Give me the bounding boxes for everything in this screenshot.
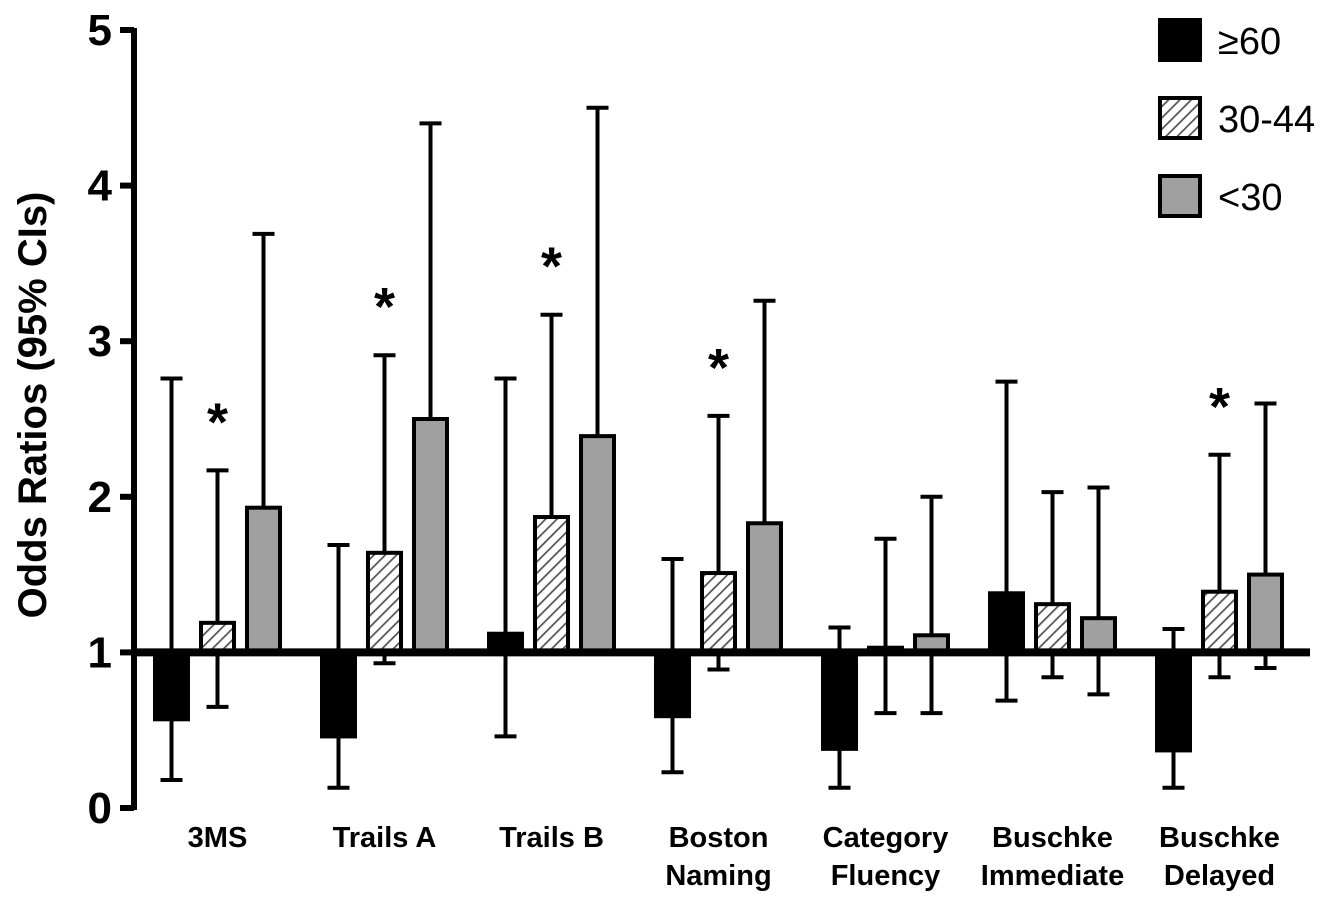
- x-category-label: Trails A: [333, 822, 437, 854]
- significance-marker: *: [207, 392, 228, 452]
- x-category-label: Delayed: [1164, 860, 1275, 892]
- legend-label: <30: [1218, 177, 1282, 219]
- bar: [988, 591, 1025, 655]
- bar: [320, 650, 357, 739]
- legend-label: 30-44: [1218, 99, 1315, 141]
- significance-marker: *: [1209, 377, 1230, 437]
- bar: [654, 650, 691, 719]
- bar: [746, 521, 783, 655]
- legend-swatch: [1158, 18, 1202, 62]
- x-category-label: 3MS: [188, 822, 248, 854]
- bar: [245, 505, 282, 655]
- x-category-label: Buschke: [1159, 822, 1280, 854]
- x-category-label: Category: [823, 822, 949, 854]
- x-category-label: Naming: [665, 860, 771, 892]
- significance-marker: *: [708, 338, 729, 398]
- bar: [412, 417, 449, 655]
- bar: [1247, 572, 1284, 655]
- bar: [153, 650, 190, 722]
- bar: [579, 434, 616, 655]
- x-category-label: Boston: [669, 822, 769, 854]
- legend-swatch: [1158, 174, 1202, 218]
- bar: [1034, 602, 1071, 655]
- x-category-label: Trails B: [499, 822, 604, 854]
- significance-marker: *: [541, 237, 562, 297]
- y-tick-label: 4: [88, 162, 113, 211]
- y-tick-label: 3: [88, 317, 112, 366]
- bar: [1080, 616, 1117, 655]
- plot-area: * * * * * 0 1 2 3 4 5 3MS Trails A Trails B Boston Nami…: [88, 6, 1310, 892]
- significance-marker: *: [374, 277, 395, 337]
- bar: [1201, 589, 1238, 655]
- legend-swatch: [1158, 96, 1202, 140]
- y-tick-label: 2: [88, 473, 112, 522]
- y-tick-label: 0: [88, 784, 112, 833]
- y-axis-title: Odds Ratios (95% CIs): [11, 192, 55, 619]
- bar: [366, 550, 403, 655]
- bar: [821, 650, 858, 751]
- x-category-label: Fluency: [831, 860, 941, 892]
- y-tick-label: 1: [88, 628, 112, 677]
- legend-label: ≥60: [1218, 21, 1281, 63]
- bar: [199, 620, 236, 655]
- y-tick-label: 5: [88, 6, 112, 55]
- x-category-label: Immediate: [981, 860, 1124, 892]
- bar: [533, 515, 570, 655]
- bar: [700, 571, 737, 655]
- x-category-label: Buschke: [992, 822, 1113, 854]
- bar: [1155, 650, 1192, 753]
- legend: ≥60 30-44 <30: [1158, 18, 1315, 219]
